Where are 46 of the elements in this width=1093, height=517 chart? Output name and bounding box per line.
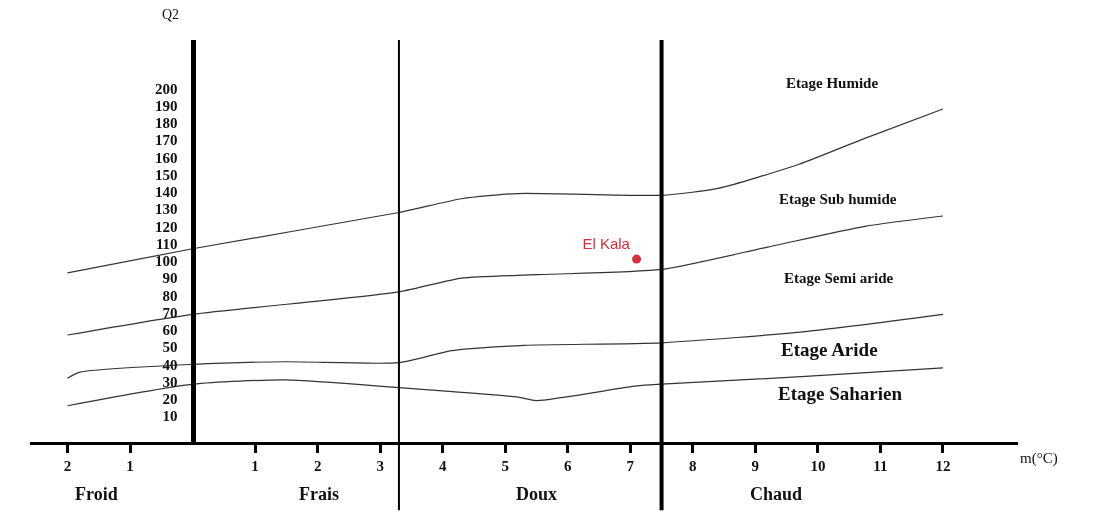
x-tick-label: 11 bbox=[873, 458, 888, 474]
x-tick-label: 4 bbox=[438, 458, 447, 474]
y-tick-label: 70 bbox=[162, 304, 178, 321]
y-tick-label: 80 bbox=[162, 287, 178, 304]
y-tick-label: 10 bbox=[162, 408, 178, 425]
annotation: Etage Sub humide bbox=[779, 191, 897, 207]
annotation: Etage Humide bbox=[786, 75, 879, 91]
y-tick-label: 170 bbox=[155, 132, 178, 149]
y-tick-label: 100 bbox=[155, 253, 178, 270]
x-tick-label: 1 bbox=[251, 458, 259, 474]
y-tick-label: 30 bbox=[162, 373, 178, 390]
x-tick-label: 9 bbox=[751, 458, 760, 474]
y-tick-label: 90 bbox=[162, 270, 178, 287]
annotation: Etage Semi aride bbox=[784, 270, 894, 286]
text: Doux bbox=[516, 484, 558, 504]
y-tick-label: 160 bbox=[155, 149, 178, 166]
x-tick-label: 8 bbox=[689, 458, 697, 474]
y-tick-label: 110 bbox=[155, 235, 178, 252]
x-tick-label: 2 bbox=[63, 458, 72, 474]
text: Chaud bbox=[750, 484, 803, 504]
y-tick-label: 140 bbox=[155, 184, 178, 201]
y-tick-label: 190 bbox=[155, 97, 178, 114]
x-tick-label: 5 bbox=[501, 458, 509, 474]
y-tick-label: 60 bbox=[162, 322, 178, 339]
y-tick-label: 50 bbox=[162, 339, 178, 356]
y-tick-label: 200 bbox=[155, 80, 178, 97]
y-tick-label: 120 bbox=[155, 218, 178, 235]
y-tick-label: 180 bbox=[155, 115, 178, 132]
text: Froid bbox=[75, 484, 118, 504]
x-tick-label: 10 bbox=[810, 458, 826, 474]
x-axis-title: m(°C) bbox=[1020, 450, 1058, 467]
y-tick-label: 20 bbox=[162, 391, 178, 408]
y-tick-label: 130 bbox=[155, 201, 178, 218]
x-tick-label: 7 bbox=[626, 458, 635, 474]
text: Frais bbox=[299, 484, 339, 504]
x-tick-label: 3 bbox=[376, 458, 384, 474]
x-tick-label: 1 bbox=[126, 458, 134, 474]
x-tick-label: 6 bbox=[564, 458, 573, 474]
line-series bbox=[66, 215, 944, 336]
x-tick-label: 2 bbox=[313, 458, 322, 474]
series-label: El Kala bbox=[582, 234, 631, 252]
annotation: Etage Aride bbox=[781, 339, 878, 360]
y-axis-title: Q2 bbox=[162, 7, 180, 22]
y-tick-label: 150 bbox=[155, 166, 178, 183]
x-tick-label: 12 bbox=[935, 458, 951, 474]
annotation: Etage Saharien bbox=[778, 383, 903, 404]
